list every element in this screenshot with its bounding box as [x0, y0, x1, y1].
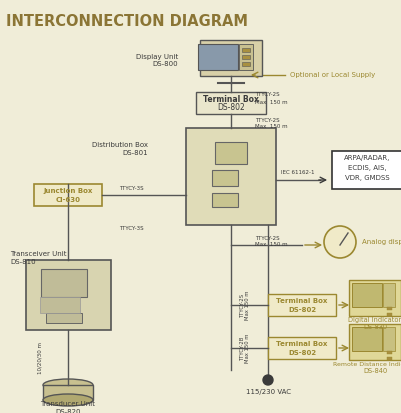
Text: Max  150 m: Max 150 m [255, 124, 288, 130]
FancyBboxPatch shape [242, 48, 250, 52]
Text: ECDIS, AIS,: ECDIS, AIS, [348, 165, 386, 171]
Ellipse shape [43, 379, 93, 391]
FancyBboxPatch shape [349, 324, 401, 360]
FancyBboxPatch shape [34, 184, 102, 206]
Text: INTERCONNECTION DIAGRAM: INTERCONNECTION DIAGRAM [6, 14, 248, 29]
FancyBboxPatch shape [26, 260, 111, 330]
Text: 115/230 VAC: 115/230 VAC [245, 389, 290, 395]
Text: DS-830: DS-830 [363, 324, 387, 330]
FancyBboxPatch shape [40, 297, 80, 313]
FancyBboxPatch shape [239, 44, 253, 70]
Text: Terminal Box: Terminal Box [276, 298, 328, 304]
FancyBboxPatch shape [387, 351, 391, 354]
Text: Max  150 m: Max 150 m [255, 100, 288, 104]
Text: Max  150 m: Max 150 m [255, 242, 288, 247]
Text: TTYCY-2S: TTYCY-2S [255, 118, 279, 123]
Text: DS-801: DS-801 [122, 150, 148, 156]
FancyBboxPatch shape [387, 313, 391, 316]
Text: Display Unit
DS-800: Display Unit DS-800 [136, 54, 178, 66]
FancyBboxPatch shape [349, 280, 401, 316]
Text: DS-840: DS-840 [363, 368, 387, 374]
Circle shape [324, 226, 356, 258]
FancyBboxPatch shape [215, 142, 247, 164]
Text: DS-802: DS-802 [288, 350, 316, 356]
Text: Transceiver Unit
DS-810: Transceiver Unit DS-810 [10, 252, 67, 264]
FancyBboxPatch shape [46, 313, 82, 323]
Text: Remote Distance Indicator: Remote Distance Indicator [333, 361, 401, 366]
FancyBboxPatch shape [387, 306, 391, 309]
FancyBboxPatch shape [200, 40, 262, 76]
FancyBboxPatch shape [43, 385, 93, 400]
FancyBboxPatch shape [352, 283, 382, 307]
Text: Analog display: Analog display [362, 239, 401, 245]
Text: Terminal Box: Terminal Box [203, 95, 259, 104]
FancyBboxPatch shape [242, 62, 250, 66]
FancyBboxPatch shape [41, 269, 87, 297]
FancyBboxPatch shape [196, 92, 266, 114]
FancyBboxPatch shape [352, 327, 382, 351]
Text: 10/20/30 m: 10/20/30 m [38, 342, 43, 374]
FancyBboxPatch shape [383, 327, 395, 351]
Text: TTYCY-2S
Max 150 m: TTYCY-2S Max 150 m [240, 290, 250, 320]
Text: Digital Indicator: Digital Indicator [348, 317, 401, 323]
Text: Terminal Box: Terminal Box [276, 341, 328, 347]
Ellipse shape [43, 394, 93, 406]
Circle shape [263, 375, 273, 385]
Text: DS-802: DS-802 [217, 104, 245, 112]
Text: ARPA/RADAR,: ARPA/RADAR, [344, 155, 390, 161]
Text: Transducer Unit
DS-820: Transducer Unit DS-820 [41, 401, 95, 413]
Text: Optional or Local Supply: Optional or Local Supply [290, 72, 375, 78]
FancyBboxPatch shape [212, 193, 238, 207]
FancyBboxPatch shape [332, 151, 401, 189]
Text: CI-630: CI-630 [55, 197, 81, 203]
FancyBboxPatch shape [186, 128, 276, 225]
FancyBboxPatch shape [198, 44, 238, 70]
Text: TTYCY-2B
Max 150 m: TTYCY-2B Max 150 m [240, 333, 250, 363]
Text: Junction Box: Junction Box [43, 188, 93, 194]
FancyBboxPatch shape [268, 337, 336, 359]
FancyBboxPatch shape [212, 170, 238, 186]
FancyBboxPatch shape [387, 356, 391, 359]
Text: VDR, GMDSS: VDR, GMDSS [345, 175, 389, 181]
FancyBboxPatch shape [383, 283, 395, 307]
Text: TTYCY-2S: TTYCY-2S [255, 235, 279, 240]
Text: TTYCY-3S: TTYCY-3S [119, 185, 144, 190]
Text: IEC 61162-1: IEC 61162-1 [281, 171, 315, 176]
FancyBboxPatch shape [268, 294, 336, 316]
Text: TTYCY-3S: TTYCY-3S [119, 225, 144, 230]
FancyBboxPatch shape [242, 55, 250, 59]
Text: TTYCY-2S: TTYCY-2S [255, 93, 279, 97]
Text: Distribution Box: Distribution Box [92, 142, 148, 148]
Text: DS-802: DS-802 [288, 307, 316, 313]
